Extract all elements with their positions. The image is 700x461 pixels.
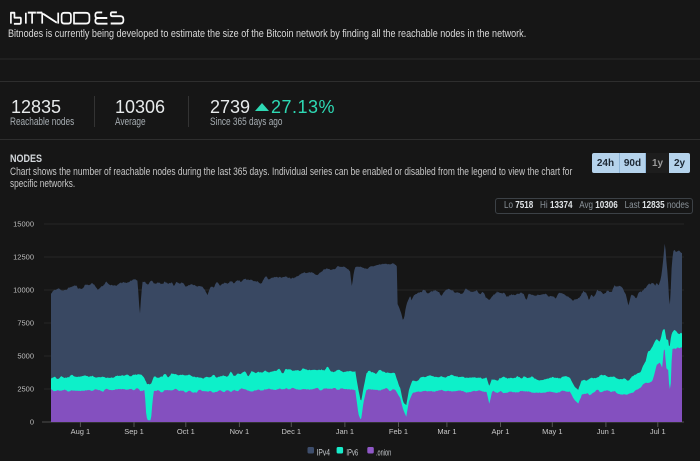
- svg-text:12500: 12500: [13, 253, 34, 262]
- svg-text:Jan 1: Jan 1: [336, 427, 354, 436]
- svg-text:IPv4: IPv4: [317, 448, 331, 458]
- svg-text:IPv6: IPv6: [346, 448, 358, 458]
- svg-text:Mar 1: Mar 1: [437, 427, 456, 436]
- svg-text:Jul 1: Jul 1: [650, 427, 666, 436]
- svg-text:May 1: May 1: [542, 427, 562, 436]
- svg-text:Apr 1: Apr 1: [492, 427, 510, 436]
- svg-text:Sep 1: Sep 1: [124, 427, 144, 436]
- svg-text:Nov 1: Nov 1: [230, 427, 250, 436]
- svg-text:.onion: .onion: [376, 448, 391, 458]
- svg-text:10000: 10000: [13, 286, 34, 295]
- svg-text:Aug 1: Aug 1: [71, 427, 91, 436]
- svg-text:Jun 1: Jun 1: [597, 427, 615, 436]
- svg-text:Dec 1: Dec 1: [282, 427, 302, 436]
- svg-text:0: 0: [30, 418, 34, 427]
- svg-text:Feb 1: Feb 1: [389, 427, 408, 436]
- svg-text:7500: 7500: [17, 319, 34, 328]
- svg-text:2500: 2500: [17, 385, 34, 394]
- svg-text:5000: 5000: [17, 352, 34, 361]
- svg-text:Oct 1: Oct 1: [177, 427, 195, 436]
- svg-text:15000: 15000: [13, 220, 34, 229]
